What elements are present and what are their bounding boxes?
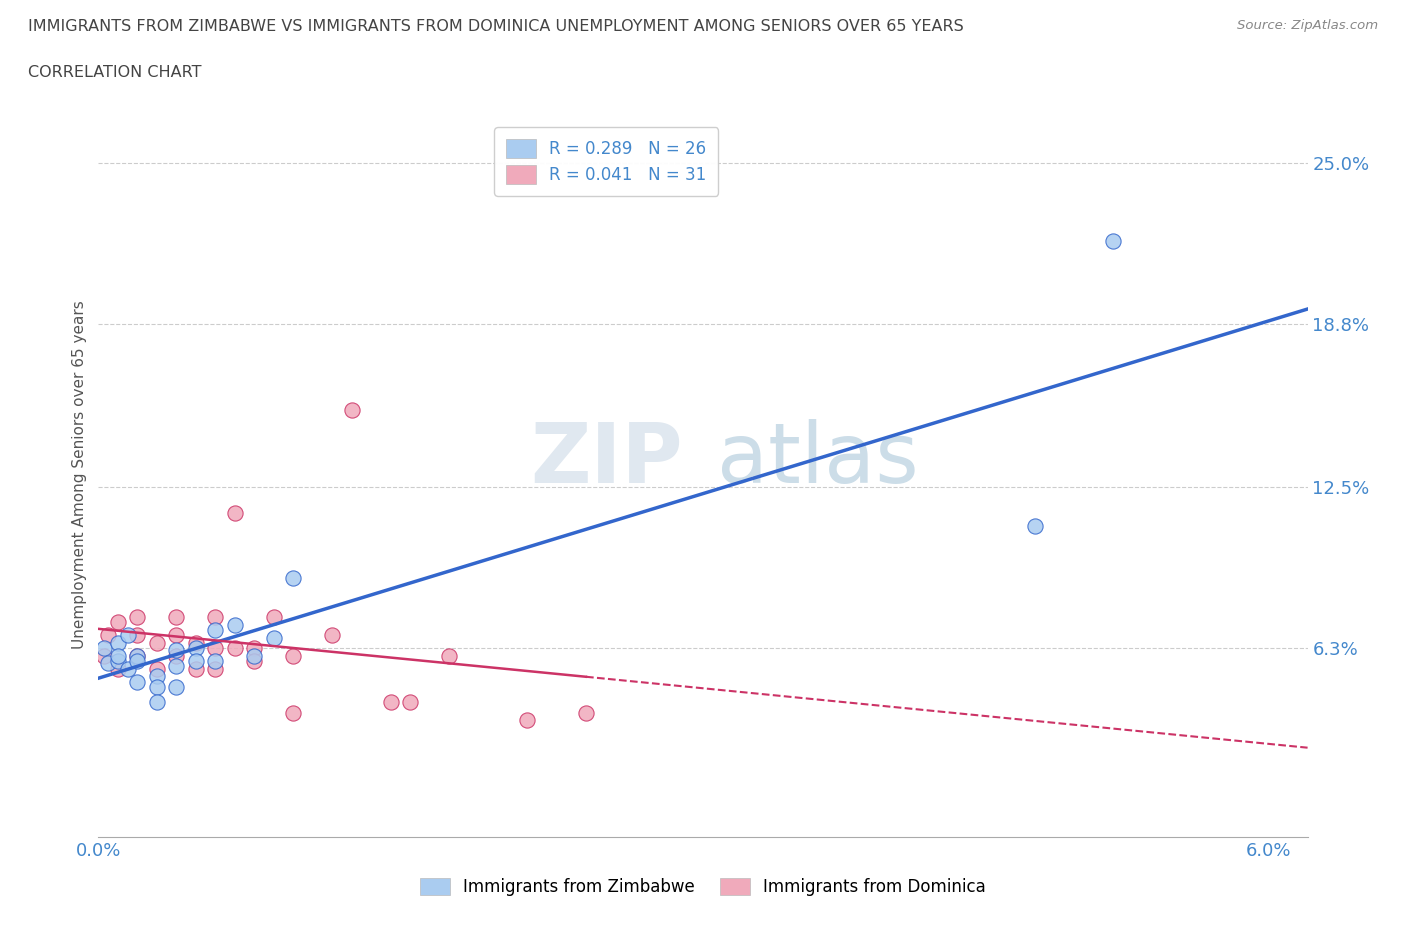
- Point: [107, 661, 129, 676]
- Point: [93, 641, 115, 656]
- Point: [204, 661, 226, 676]
- Point: [204, 641, 226, 656]
- Point: [516, 713, 538, 728]
- Point: [243, 648, 266, 663]
- Point: [146, 669, 169, 684]
- Point: [146, 635, 169, 650]
- Point: [1101, 233, 1123, 248]
- Text: IMMIGRANTS FROM ZIMBABWE VS IMMIGRANTS FROM DOMINICA UNEMPLOYMENT AMONG SENIORS : IMMIGRANTS FROM ZIMBABWE VS IMMIGRANTS F…: [28, 19, 965, 33]
- Point: [127, 628, 149, 643]
- Point: [224, 618, 246, 632]
- Point: [575, 705, 598, 720]
- Text: atlas: atlas: [717, 419, 918, 500]
- Point: [263, 609, 285, 624]
- Point: [97, 628, 120, 643]
- Point: [165, 609, 187, 624]
- Point: [107, 654, 129, 669]
- Point: [97, 656, 120, 671]
- Point: [146, 661, 169, 676]
- Point: [439, 648, 461, 663]
- Point: [127, 654, 149, 669]
- Point: [204, 654, 226, 669]
- Point: [1024, 519, 1046, 534]
- Point: [165, 658, 187, 673]
- Point: [107, 648, 129, 663]
- Point: [380, 695, 402, 710]
- Point: [340, 402, 363, 417]
- Point: [117, 628, 139, 643]
- Point: [224, 506, 246, 521]
- Point: [399, 695, 422, 710]
- Point: [321, 628, 343, 643]
- Point: [204, 622, 226, 637]
- Point: [165, 628, 187, 643]
- Point: [117, 661, 139, 676]
- Point: [243, 654, 266, 669]
- Point: [283, 705, 305, 720]
- Point: [107, 635, 129, 650]
- Point: [283, 570, 305, 585]
- Point: [165, 648, 187, 663]
- Point: [127, 648, 149, 663]
- Point: [184, 654, 207, 669]
- Point: [243, 641, 266, 656]
- Point: [93, 648, 115, 663]
- Text: Source: ZipAtlas.com: Source: ZipAtlas.com: [1237, 19, 1378, 32]
- Point: [263, 631, 285, 645]
- Point: [127, 674, 149, 689]
- Y-axis label: Unemployment Among Seniors over 65 years: Unemployment Among Seniors over 65 years: [72, 300, 87, 649]
- Point: [224, 641, 246, 656]
- Point: [146, 695, 169, 710]
- Text: CORRELATION CHART: CORRELATION CHART: [28, 65, 201, 80]
- Point: [165, 643, 187, 658]
- Point: [127, 648, 149, 663]
- Text: ZIP: ZIP: [530, 419, 682, 500]
- Legend: R = 0.289   N = 26, R = 0.041   N = 31: R = 0.289 N = 26, R = 0.041 N = 31: [495, 127, 718, 195]
- Point: [146, 679, 169, 694]
- Point: [184, 661, 207, 676]
- Point: [184, 635, 207, 650]
- Point: [165, 679, 187, 694]
- Point: [283, 648, 305, 663]
- Point: [204, 609, 226, 624]
- Point: [184, 641, 207, 656]
- Point: [107, 615, 129, 630]
- Legend: Immigrants from Zimbabwe, Immigrants from Dominica: Immigrants from Zimbabwe, Immigrants fro…: [413, 871, 993, 903]
- Point: [127, 609, 149, 624]
